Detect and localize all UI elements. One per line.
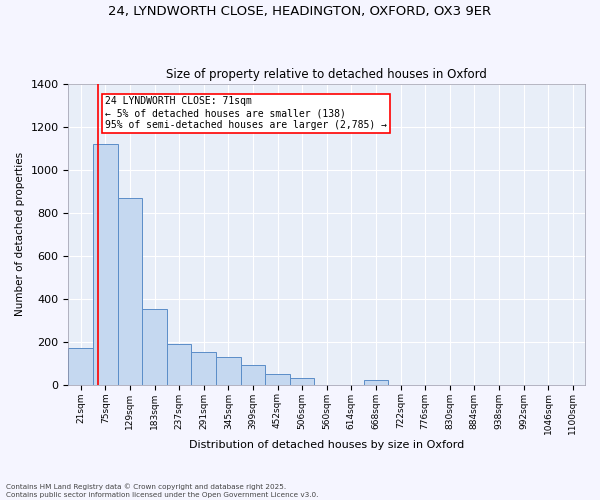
Text: 24, LYNDWORTH CLOSE, HEADINGTON, OXFORD, OX3 9ER: 24, LYNDWORTH CLOSE, HEADINGTON, OXFORD,… [109, 5, 491, 18]
Bar [167, 344, 191, 385]
Bar [290, 378, 314, 384]
Bar [68, 348, 93, 385]
Text: Contains HM Land Registry data © Crown copyright and database right 2025.
Contai: Contains HM Land Registry data © Crown c… [6, 484, 319, 498]
X-axis label: Distribution of detached houses by size in Oxford: Distribution of detached houses by size … [189, 440, 464, 450]
Text: 24 LYNDWORTH CLOSE: 71sqm
← 5% of detached houses are smaller (138)
95% of semi-: 24 LYNDWORTH CLOSE: 71sqm ← 5% of detach… [106, 96, 388, 130]
Y-axis label: Number of detached properties: Number of detached properties [15, 152, 25, 316]
Bar [241, 366, 265, 384]
Bar [364, 380, 388, 384]
Bar [216, 356, 241, 384]
Bar [93, 144, 118, 384]
Bar [142, 310, 167, 384]
Title: Size of property relative to detached houses in Oxford: Size of property relative to detached ho… [166, 68, 487, 81]
Bar [191, 352, 216, 384]
Bar [118, 198, 142, 384]
Bar [265, 374, 290, 384]
